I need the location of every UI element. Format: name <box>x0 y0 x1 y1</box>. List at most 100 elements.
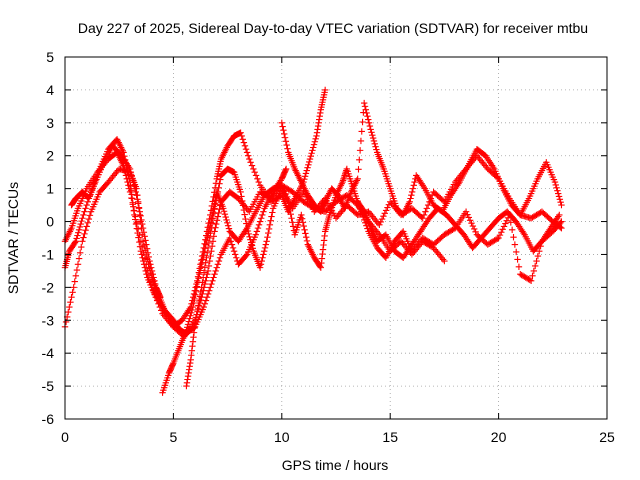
data-point <box>213 220 220 228</box>
data-point <box>289 223 297 230</box>
data-point <box>360 99 368 107</box>
data-point <box>208 219 216 227</box>
data-point <box>471 225 478 233</box>
data-point <box>129 175 136 182</box>
data-point <box>253 228 261 235</box>
data-point <box>279 123 286 130</box>
data-point <box>70 284 77 291</box>
data-point <box>558 218 565 225</box>
y-axis-label: SDTVAR / TECUs <box>5 182 21 294</box>
data-point <box>76 223 84 231</box>
data-point <box>469 222 477 230</box>
data-point <box>134 196 141 203</box>
data-point <box>536 247 543 255</box>
data-point <box>187 312 194 319</box>
data-point <box>282 138 290 145</box>
data-point <box>143 245 151 252</box>
data-point <box>184 324 191 331</box>
data-point <box>534 252 542 260</box>
data-point <box>207 219 214 226</box>
data-point <box>203 294 211 301</box>
data-point <box>258 257 265 265</box>
data-point <box>280 127 287 134</box>
data-point <box>216 180 223 187</box>
data-point <box>138 216 145 224</box>
y-tick-label: 3 <box>46 115 54 131</box>
data-point <box>207 284 214 291</box>
data-point <box>312 135 319 143</box>
data-point <box>376 221 383 229</box>
data-point <box>309 147 316 154</box>
data-point <box>258 215 265 222</box>
data-point <box>139 220 146 228</box>
data-point <box>214 188 222 196</box>
data-point <box>552 181 559 189</box>
data-point <box>260 208 267 215</box>
series-track-8 <box>68 142 164 301</box>
data-point <box>137 212 144 219</box>
data-point <box>192 291 199 298</box>
data-point <box>240 139 248 146</box>
data-point <box>420 211 428 219</box>
data-point <box>282 165 290 173</box>
data-point <box>556 196 564 203</box>
data-point <box>231 251 239 258</box>
data-point <box>423 205 430 212</box>
data-point <box>248 242 256 249</box>
y-tick-label: 2 <box>46 148 54 164</box>
data-point <box>143 241 150 248</box>
data-point <box>233 254 240 261</box>
series-track-6 <box>278 99 565 219</box>
data-point <box>62 318 70 326</box>
data-point <box>128 172 135 179</box>
data-point <box>139 254 146 261</box>
data-point <box>141 233 148 240</box>
data-point <box>200 303 207 311</box>
data-point <box>189 303 197 311</box>
data-point <box>225 225 233 232</box>
data-point <box>311 138 319 145</box>
data-point <box>300 222 307 230</box>
data-point <box>200 269 208 276</box>
data-point <box>83 223 90 230</box>
data-point <box>206 257 213 265</box>
data-point <box>247 236 254 243</box>
data-point <box>304 164 311 171</box>
data-point <box>365 116 372 123</box>
data-point <box>137 247 145 255</box>
data-point <box>197 263 205 270</box>
data-point <box>242 145 250 153</box>
data-point <box>553 184 560 192</box>
data-point <box>220 205 227 212</box>
y-tick-label: -1 <box>42 246 55 262</box>
data-point <box>211 228 218 235</box>
data-point <box>201 248 208 256</box>
x-tick-label: 0 <box>61 429 69 445</box>
data-point <box>136 243 144 250</box>
data-point <box>307 152 314 160</box>
data-point <box>211 205 218 212</box>
data-point <box>131 185 139 192</box>
data-point <box>152 280 159 288</box>
data-point <box>269 209 276 216</box>
data-point <box>72 238 80 245</box>
data-point <box>407 195 414 202</box>
data-point <box>188 306 196 314</box>
data-point <box>224 219 231 226</box>
data-point <box>260 251 267 258</box>
data-point <box>278 119 285 127</box>
data-point <box>139 224 147 232</box>
data-point <box>265 225 273 233</box>
data-point <box>185 318 193 325</box>
data-point <box>157 294 164 301</box>
data-point <box>529 272 536 280</box>
data-point <box>288 215 295 222</box>
data-point <box>243 224 251 232</box>
data-point <box>80 234 87 241</box>
data-point <box>302 233 310 241</box>
data-point <box>195 302 202 309</box>
data-point <box>183 326 190 334</box>
data-point <box>205 239 213 247</box>
data-point <box>558 201 565 209</box>
data-point <box>197 288 204 296</box>
